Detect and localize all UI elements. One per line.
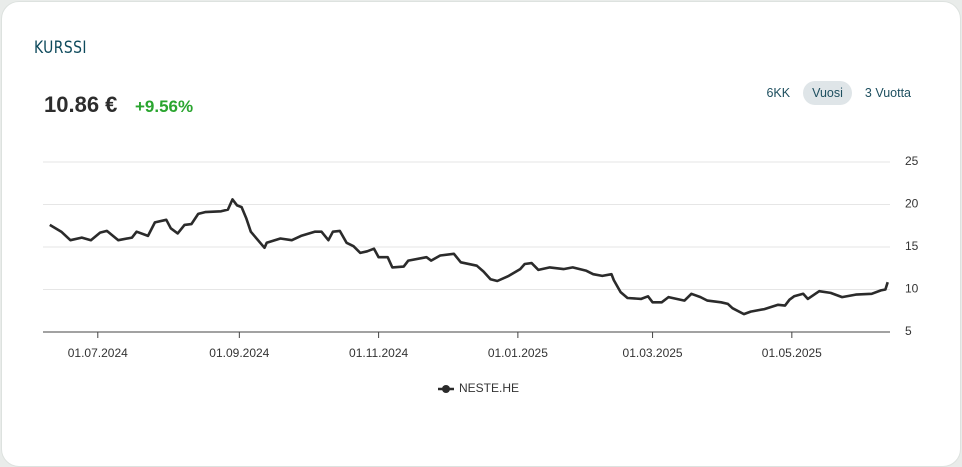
range-buttons: 6KK Vuosi 3 Vuotta [757, 81, 920, 105]
range-button[interactable]: Vuosi [803, 81, 852, 105]
y-tick-label: 15 [905, 239, 919, 253]
x-tick-label: 01.05.2025 [762, 346, 822, 360]
x-tick-label: 01.01.2025 [488, 346, 548, 360]
x-tick-label: 01.11.2024 [349, 346, 408, 360]
range-button[interactable]: 3 Vuotta [864, 86, 911, 100]
x-tick-label: 01.03.2025 [623, 346, 683, 360]
title: KURSSI [34, 38, 87, 58]
y-tick-label: 25 [905, 154, 919, 168]
legend-marker [442, 385, 450, 393]
legend-label: NESTE.HE [459, 381, 519, 395]
x-tick-label: 01.07.2024 [68, 346, 128, 360]
price-line [49, 198, 889, 316]
range-button[interactable]: 6KK [766, 86, 791, 100]
change: +9.56% [135, 97, 194, 116]
y-tick-label: 10 [905, 282, 919, 296]
y-tick-label: 20 [905, 197, 919, 211]
x-tick-label: 01.09.2024 [209, 346, 269, 360]
price: 10.86 € [44, 92, 118, 117]
y-tick-label: 5 [905, 324, 912, 338]
